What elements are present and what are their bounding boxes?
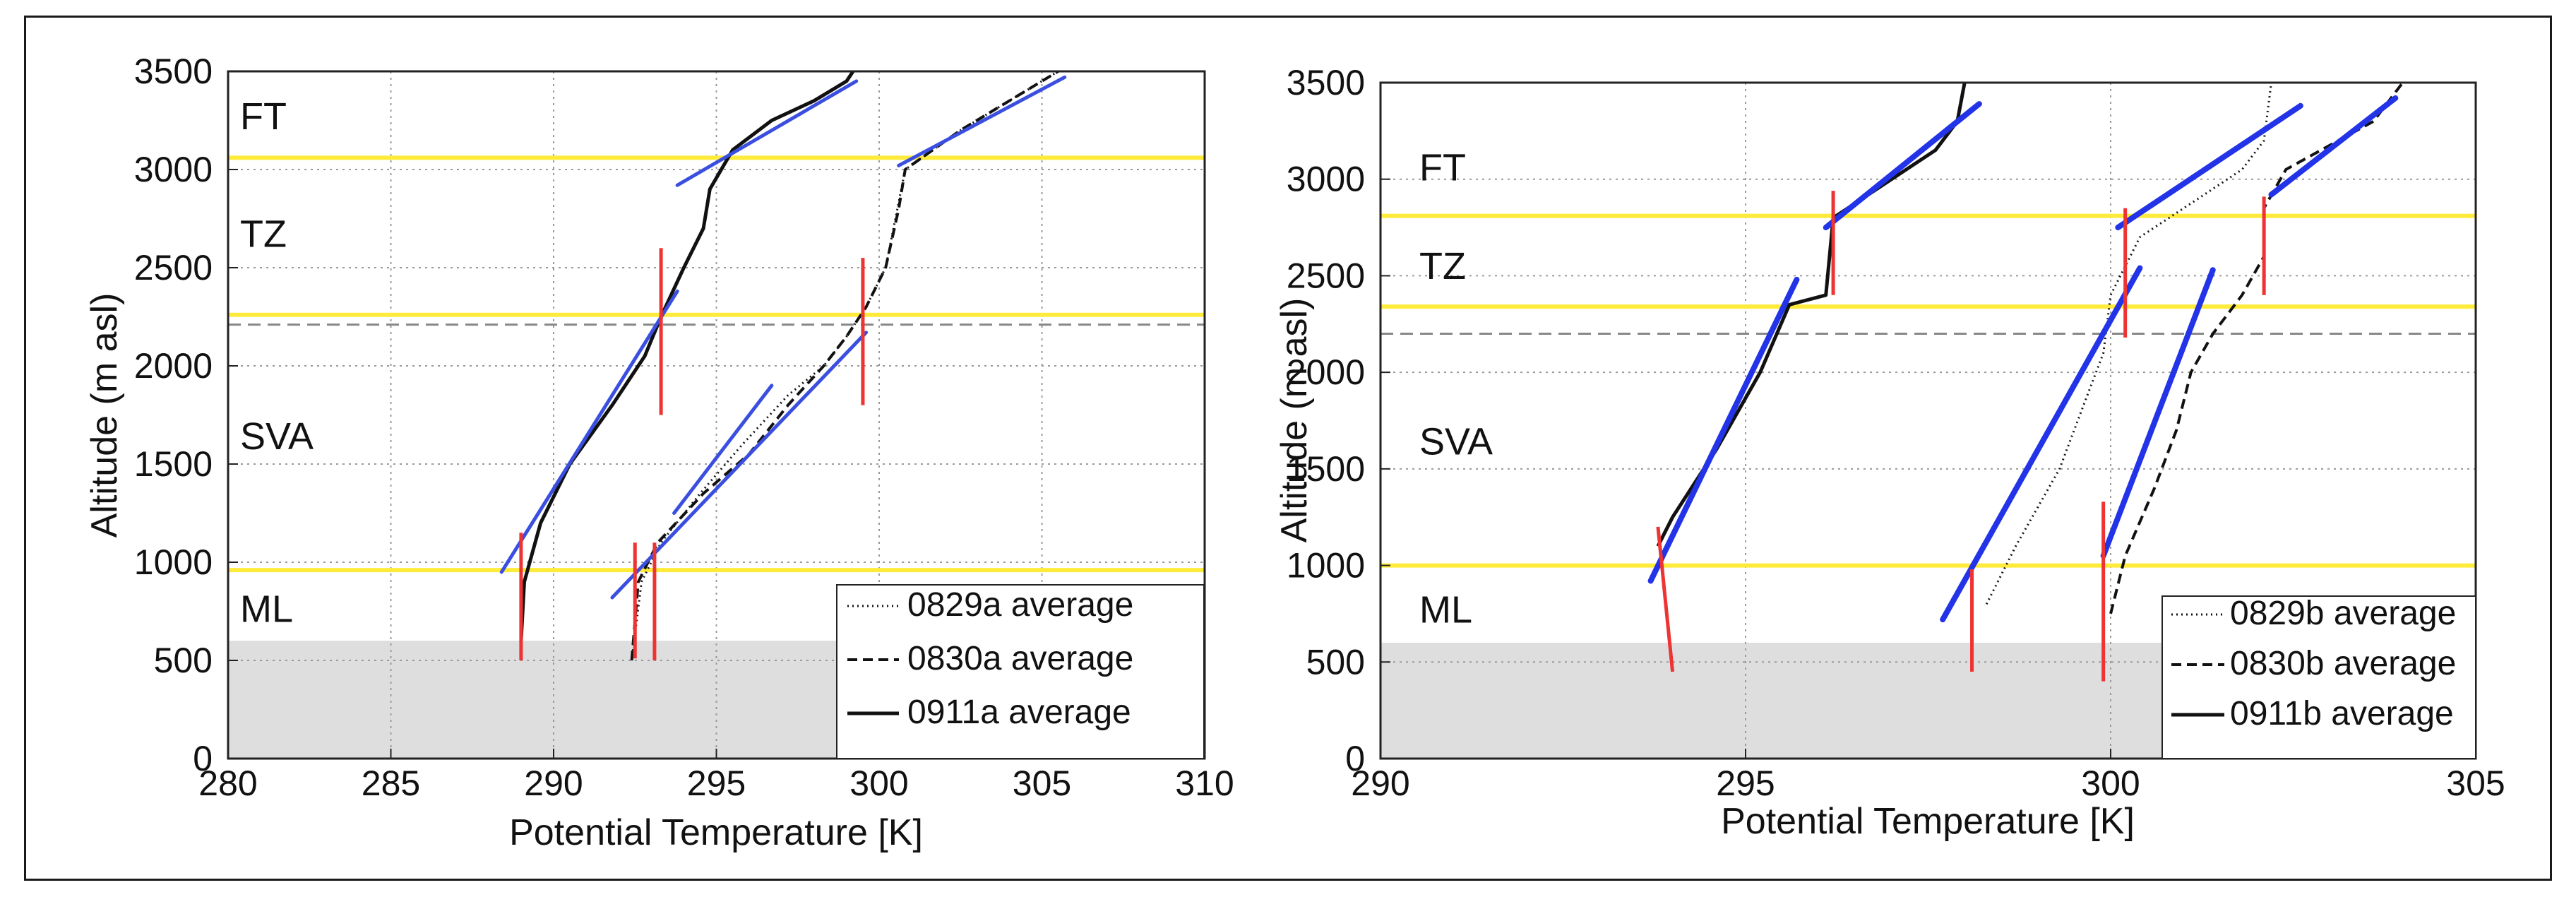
y-tick-label: 1500 [134, 444, 213, 484]
x-axis-label: Potential Temperature [K] [1721, 801, 2135, 842]
y-tick-label: 500 [154, 641, 213, 680]
fit-line [675, 79, 859, 187]
y-tick-label: 0 [1345, 739, 1365, 778]
x-tick-label: 300 [2081, 764, 2140, 803]
fit-line [1940, 265, 2143, 623]
x-tick-label: 285 [362, 764, 420, 803]
fit-line [499, 289, 679, 574]
legend-box [836, 584, 1205, 759]
x-tick-label: 305 [1013, 764, 1071, 803]
legend-entry: 0911a average [907, 694, 1131, 731]
legend: 0829a average 0830a average 0911a average [836, 584, 1205, 759]
series-line-dotted [1985, 83, 2272, 605]
fit-line [2268, 95, 2399, 198]
series-line-dashed [2109, 83, 2404, 614]
y-tick-label: 1000 [134, 542, 213, 582]
region-label-ft: FT [1419, 146, 1466, 189]
fit-line [1647, 276, 1800, 584]
series-group [1647, 83, 2404, 682]
x-axis-label: Potential Temperature [K] [509, 812, 923, 853]
y-tick-label: 500 [1306, 642, 1365, 682]
y-tick-label: 3500 [134, 52, 213, 91]
axes-frame [1379, 81, 2477, 760]
region-label-ft: FT [240, 95, 287, 138]
y-tick-label: 3500 [1287, 63, 1365, 102]
region-label-tz: TZ [1419, 245, 1466, 287]
y-tick-label: 2000 [1287, 352, 1365, 392]
y-tick-label: 2000 [134, 346, 213, 386]
x-tick-label: 295 [687, 764, 746, 803]
x-tick-label: 295 [1716, 764, 1775, 803]
series-line-dashed [630, 71, 1059, 661]
y-axis-label: Altitude (m asl) [1274, 298, 1315, 543]
y-tick-label: 2500 [134, 248, 213, 287]
y-tick-label: 3000 [134, 150, 213, 189]
x-tick-label: 290 [1351, 764, 1409, 803]
fit-line [672, 384, 774, 515]
x-tick-label: 300 [849, 764, 908, 803]
legend-entry: 0830b average [2230, 645, 2456, 682]
series-group [499, 71, 1067, 661]
fit-line [2115, 102, 2303, 231]
y-tick-label: 0 [193, 739, 213, 778]
y-axis-label: Altitude (m asl) [84, 293, 125, 538]
region-label-tz: TZ [240, 213, 287, 256]
fit-line [1823, 101, 1982, 231]
region-label-sva: SVA [240, 415, 314, 458]
y-tick-label: 3000 [1287, 160, 1365, 199]
x-tick-label: 305 [2446, 764, 2505, 803]
y-tick-label: 1000 [1287, 546, 1365, 586]
series-line-solid [519, 71, 855, 641]
x-tick-label: 310 [1175, 764, 1234, 803]
legend-box [2161, 595, 2476, 759]
x-tick-label: 290 [524, 764, 583, 803]
legend-entry: 0830a average [907, 640, 1133, 677]
region-label-ml: ML [240, 588, 293, 631]
x-tick-label: 280 [198, 764, 257, 803]
region-label-sva: SVA [1419, 421, 1493, 463]
legend-entry: 0829b average [2230, 595, 2456, 632]
figure-frame [24, 16, 2552, 881]
fit-line [2100, 267, 2216, 559]
legend-entry: 0829a average [907, 586, 1133, 624]
region-label-ml: ML [1419, 588, 1472, 631]
y-tick-label: 1500 [1287, 449, 1365, 489]
right-panel: 290 295 300 305 0 500 1000 1500 2000 2500 3000 3500… [1274, 63, 2505, 842]
legend: 0829b average 0830b average 0911b average [2161, 595, 2476, 759]
red-marker [1656, 526, 1675, 672]
y-tick-label: 2500 [1287, 256, 1365, 295]
left-panel: 280 285 290 295 300 305 310 0 500 1000 1500 2000 250… [84, 52, 1234, 853]
fit-line [897, 75, 1067, 167]
legend-entry: 0911b average [2230, 695, 2454, 732]
